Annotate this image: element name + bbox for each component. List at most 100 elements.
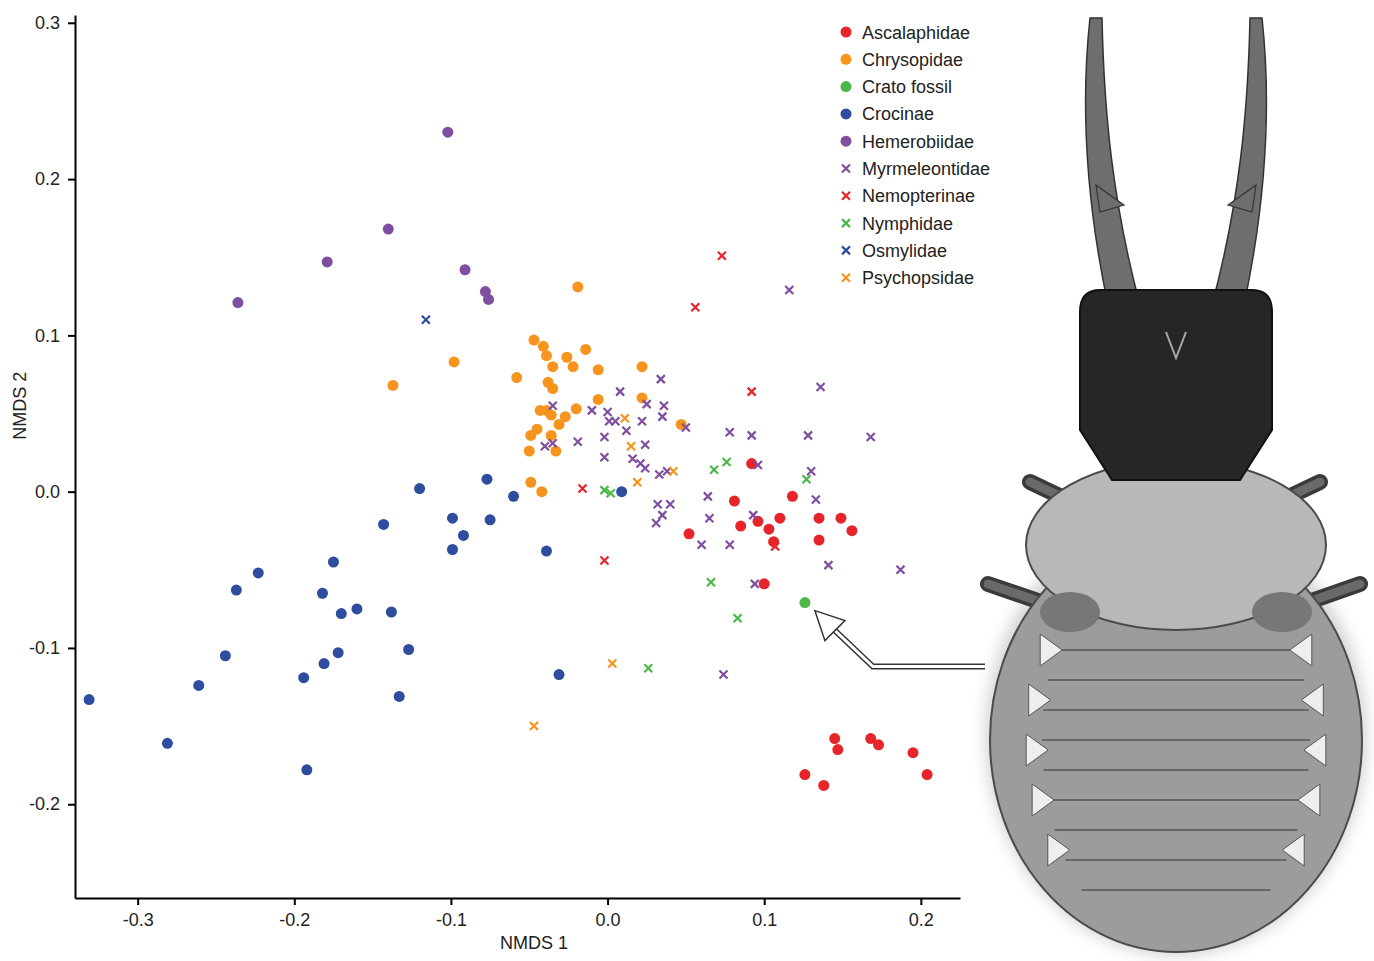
legend-label: Psychopsidae [862,268,974,288]
larva-segment [1048,679,1305,681]
larva-lobe [1298,784,1320,816]
point [817,383,825,391]
larva-mandible [1086,18,1140,305]
tick: 0.3 [35,13,75,33]
legend-label: Nemopterinae [862,186,975,206]
legend-item: Crato fossil [841,77,953,97]
point [814,535,825,546]
point [607,489,615,497]
legend-label: Hemerobiidae [862,132,974,152]
point [616,388,624,396]
point [719,671,727,679]
point [561,352,572,363]
tick-mark [68,179,75,181]
points [84,127,933,791]
larva-segment [1055,649,1298,651]
point [572,281,583,292]
tick-label: 0.3 [35,13,60,33]
tick-label: -0.2 [279,910,310,930]
point [787,491,798,502]
point [600,453,608,461]
point [525,477,536,488]
point [691,303,699,311]
x-axis: -0.3-0.2-0.10.00.10.2 [76,898,961,930]
tick: 0.0 [596,898,621,930]
tick-label: -0.1 [436,910,467,930]
point [530,722,538,730]
tick-label: 0.0 [596,910,621,930]
larva-tooth [1228,185,1256,212]
tick-mark [68,335,75,337]
point [333,647,344,658]
point [608,660,616,668]
point [460,264,471,275]
point [799,597,810,608]
y-axis-title: NMDS 2 [10,372,30,440]
point [449,356,460,367]
point [710,466,718,474]
point [804,431,812,439]
legend-label: Myrmeleontidae [862,159,990,179]
point [319,658,330,669]
tick-label: -0.1 [29,638,60,658]
point [253,567,264,578]
point [658,511,666,519]
tick-mark [607,898,609,905]
point [812,495,820,503]
point [538,341,549,352]
point [785,286,793,294]
point [814,513,825,524]
point [442,127,453,138]
legend-item: Chrysopidae [841,50,964,70]
point [593,394,604,405]
point [832,744,843,755]
tick-mark [68,647,75,649]
point [549,439,557,447]
point [704,492,712,500]
series-3 [84,474,628,776]
point [682,424,690,432]
point [818,780,829,791]
point [638,417,646,425]
larva-coxa [1040,592,1100,632]
point [579,485,587,493]
series-4 [232,127,494,308]
tick-label: 0.2 [909,910,934,930]
legend-label: Osmylidae [862,241,947,261]
point [231,585,242,596]
larva-segment [1048,799,1305,801]
point [593,364,604,375]
larva-mandible-right [1212,18,1266,305]
legend-marker [841,81,852,92]
point [301,764,312,775]
point [541,442,549,450]
point [896,566,904,574]
tick-mark [68,22,75,24]
point [749,511,757,519]
point [655,470,663,478]
point [666,500,674,508]
tick-label: 0.1 [35,326,60,346]
point [748,431,756,439]
tick-label: 0.1 [752,910,777,930]
legend-item: Crocinae [841,104,935,124]
legend-item: Osmylidae [842,241,947,261]
larva-tooth [1096,185,1124,212]
larva-segment [1043,769,1308,771]
point [774,513,785,524]
larva-segment [1066,859,1287,861]
point [588,406,596,414]
point [232,297,243,308]
tick-label: 0.0 [35,482,60,502]
point [546,430,557,441]
series-6 [579,252,780,565]
tick-mark [68,804,75,806]
point [541,546,552,557]
tick: -0.1 [436,898,467,930]
point [657,375,665,383]
tick-mark [764,898,766,905]
point [600,433,608,441]
tick: -0.2 [29,794,75,814]
point [867,433,875,441]
point [759,578,770,589]
